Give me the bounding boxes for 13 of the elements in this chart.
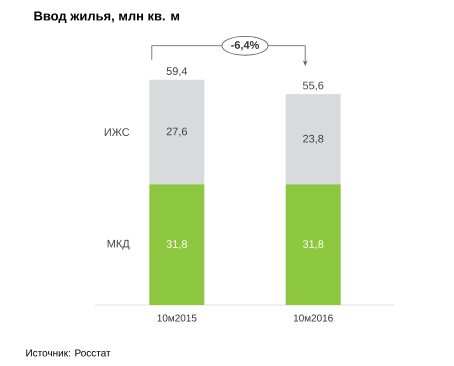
data-label: 31,8 bbox=[166, 240, 187, 250]
total-label: 55,6 bbox=[302, 82, 324, 91]
x-tick-label: 10м2016 bbox=[294, 314, 333, 322]
text: -6,4% bbox=[231, 41, 260, 50]
chart-title: Ввод жилья, млн кв. м bbox=[34, 12, 180, 24]
data-label: 23,8 bbox=[303, 134, 324, 144]
text: Источник: Росстат bbox=[26, 350, 110, 356]
series-label: ИЖС bbox=[104, 128, 130, 136]
x-tick-label: 10м2015 bbox=[158, 314, 196, 322]
series-label: МКД bbox=[108, 240, 130, 250]
data-label: 27,6 bbox=[166, 128, 187, 137]
data-label: 31,8 bbox=[302, 240, 324, 250]
total-label: 59,4 bbox=[166, 67, 188, 76]
